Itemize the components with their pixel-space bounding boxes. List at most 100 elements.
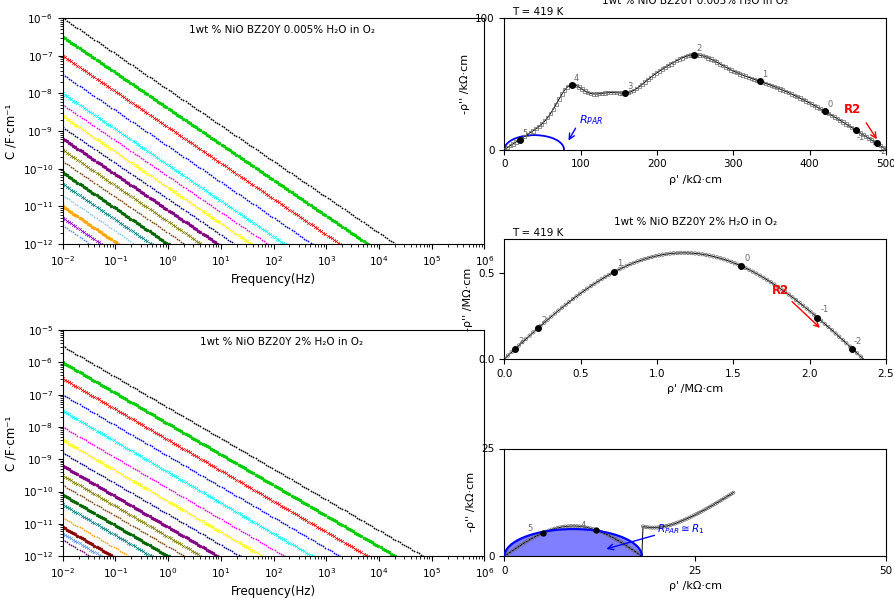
Point xyxy=(814,105,829,115)
Point xyxy=(759,275,773,285)
Text: R2: R2 xyxy=(771,284,818,327)
Point xyxy=(519,536,533,546)
Point xyxy=(766,82,780,91)
Point xyxy=(735,71,749,80)
Point xyxy=(502,548,517,557)
Text: 2: 2 xyxy=(541,316,545,325)
Point xyxy=(537,117,552,126)
Point xyxy=(627,547,641,556)
Y-axis label: -ρ'' /kΩ·cm: -ρ'' /kΩ·cm xyxy=(466,472,476,532)
Point xyxy=(678,52,692,62)
Point xyxy=(628,84,643,93)
Point xyxy=(569,292,583,301)
Point xyxy=(679,514,694,523)
Text: R2: R2 xyxy=(843,103,860,115)
Point xyxy=(548,99,562,109)
Point xyxy=(508,544,522,553)
Point xyxy=(601,270,615,280)
Point xyxy=(668,518,682,528)
Point xyxy=(609,88,623,97)
Point xyxy=(654,522,668,532)
Point xyxy=(784,292,798,302)
Point xyxy=(826,112,840,122)
Point xyxy=(743,74,757,83)
Point xyxy=(635,80,649,89)
Point xyxy=(716,493,730,503)
Title: 1wt % NiO BZ20Y 0.005% H₂O in O₂: 1wt % NiO BZ20Y 0.005% H₂O in O₂ xyxy=(602,0,788,6)
Point xyxy=(806,101,821,111)
Point xyxy=(721,64,735,74)
Point xyxy=(663,59,678,69)
Point xyxy=(684,248,698,258)
Point xyxy=(842,342,856,352)
Point xyxy=(673,248,687,258)
Point xyxy=(617,89,631,98)
Point xyxy=(614,89,628,98)
Point xyxy=(640,253,654,263)
Point xyxy=(530,530,544,540)
Point xyxy=(761,80,775,89)
Text: 0: 0 xyxy=(826,100,831,109)
Point xyxy=(818,107,832,117)
Point xyxy=(536,318,551,328)
Point xyxy=(773,285,788,294)
Point xyxy=(755,273,770,282)
Point xyxy=(654,65,669,74)
Point xyxy=(588,525,603,535)
Point xyxy=(574,522,588,532)
Point xyxy=(809,102,823,112)
Point xyxy=(656,522,670,532)
Point xyxy=(658,521,672,531)
Point xyxy=(523,128,537,138)
Text: 2: 2 xyxy=(696,44,701,53)
Point xyxy=(814,316,828,325)
Point xyxy=(706,56,721,65)
Point xyxy=(604,268,619,277)
Point xyxy=(659,249,673,259)
Point xyxy=(562,80,577,90)
Point xyxy=(732,69,746,79)
Point xyxy=(665,519,679,529)
Point xyxy=(631,82,645,91)
Point xyxy=(738,263,752,273)
Point xyxy=(552,523,567,532)
Point xyxy=(844,123,858,132)
Point xyxy=(783,89,797,99)
Point xyxy=(684,512,698,521)
Point xyxy=(605,533,620,542)
Text: T = 419 K: T = 419 K xyxy=(511,228,563,238)
Point xyxy=(757,78,772,88)
Point xyxy=(633,550,647,560)
Text: -2: -2 xyxy=(853,337,861,346)
Text: T = 419 K: T = 419 K xyxy=(511,7,563,17)
Point xyxy=(541,526,555,535)
Title: 1wt % NiO BZ20Y 2% H₂O in O₂: 1wt % NiO BZ20Y 2% H₂O in O₂ xyxy=(613,217,776,227)
Point xyxy=(626,258,640,267)
Point xyxy=(594,527,608,537)
Point xyxy=(557,85,571,94)
Point xyxy=(752,271,766,280)
Point xyxy=(792,93,806,103)
Point xyxy=(623,87,637,97)
Point xyxy=(686,511,700,520)
Point xyxy=(579,284,594,294)
Point xyxy=(752,77,766,86)
Point xyxy=(578,522,592,532)
Point xyxy=(709,57,723,67)
Y-axis label: -ρ'' /MΩ·cm: -ρ'' /MΩ·cm xyxy=(462,267,472,331)
Point xyxy=(527,532,542,542)
Point xyxy=(561,297,576,307)
Point xyxy=(723,489,738,499)
Point xyxy=(522,331,536,340)
Point xyxy=(703,502,717,511)
Point xyxy=(786,90,800,100)
Point xyxy=(533,529,547,539)
Point xyxy=(583,281,597,291)
Point xyxy=(502,141,517,151)
Y-axis label: C /F·cm⁻¹: C /F·cm⁻¹ xyxy=(4,416,17,471)
Point xyxy=(554,303,569,312)
Point xyxy=(508,138,522,147)
Point xyxy=(543,109,557,118)
Point xyxy=(586,279,601,288)
Point xyxy=(615,263,629,272)
